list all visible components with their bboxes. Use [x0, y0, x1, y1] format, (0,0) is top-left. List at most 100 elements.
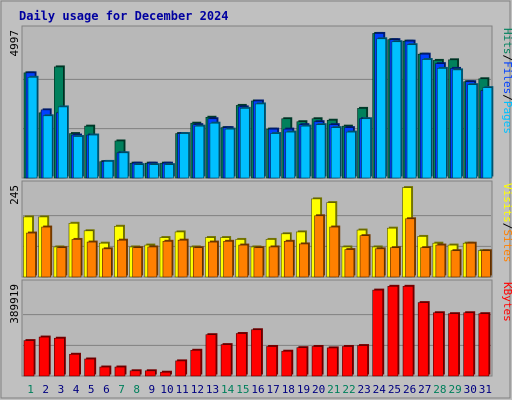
x-tick-label-day-15: 15: [236, 383, 249, 396]
bar-kbytes-day-12: [190, 349, 202, 377]
bar-sites-day-10: [162, 241, 173, 278]
bar-pages-day-28: [437, 68, 447, 179]
y-max-label: 4997: [8, 30, 21, 57]
x-tick-label-day-28: 28: [433, 383, 446, 396]
x-tick-label-day-22: 22: [342, 383, 355, 396]
x-tick-label-day-19: 19: [297, 383, 310, 396]
bars: [23, 186, 492, 278]
x-tick-label-day-21: 21: [327, 383, 340, 396]
legend-entry: Files: [501, 61, 512, 94]
bar-sites-day-20: [314, 215, 324, 278]
x-tick-label-day-8: 8: [133, 383, 140, 396]
bar-pages-day-30: [467, 84, 477, 179]
legend-entry: KBytes: [501, 282, 512, 322]
legend: KBytes: [501, 282, 512, 322]
bar-sites-day-26: [405, 218, 415, 278]
bar-kbytes-day-8: [129, 370, 141, 377]
bar-kbytes-day-26: [402, 286, 414, 377]
bar-pages-day-7: [118, 152, 129, 179]
bar-sites-day-17: [268, 246, 279, 278]
legend-entry: /: [501, 223, 512, 230]
panel-kbytes: 389919 KBytes: [8, 279, 512, 377]
bar-pages-day-27: [421, 59, 432, 179]
bars: [23, 31, 494, 179]
x-tick-label-day-5: 5: [88, 383, 95, 396]
x-tick-label-day-13: 13: [206, 383, 219, 396]
bar-pages-day-22: [346, 131, 356, 179]
bar-kbytes-day-28: [433, 312, 444, 377]
bars: [23, 284, 491, 377]
bar-pages-day-12: [194, 125, 205, 179]
x-tick-label-day-3: 3: [58, 383, 65, 396]
x-tick-label-day-7: 7: [118, 383, 125, 396]
chart-panels: 4997Hits/Files/Pages245Visits/Sites38991…: [8, 25, 512, 377]
bar-sites-day-6: [102, 248, 112, 278]
x-tick-label-day-12: 12: [191, 383, 204, 396]
legend-entry: Visits: [501, 183, 512, 223]
x-tick-label-day-14: 14: [221, 383, 235, 396]
bar-sites-day-29: [450, 250, 461, 278]
legend: Visits/Sites: [501, 183, 512, 263]
bar-pages-day-17: [270, 133, 280, 179]
bar-kbytes-day-31: [478, 313, 490, 377]
bar-pages-day-9: [148, 164, 159, 179]
bar-sites-day-18: [283, 241, 294, 278]
bar-kbytes-day-1: [23, 340, 35, 377]
bar-sites-day-28: [435, 244, 446, 278]
bar-kbytes-day-9: [144, 370, 156, 377]
x-tick-label-day-30: 30: [464, 383, 477, 396]
y-max-label: 245: [8, 185, 21, 205]
legend-entry: Hits: [501, 28, 512, 55]
bar-kbytes-day-18: [281, 350, 293, 377]
y-max-label: 389919: [8, 284, 21, 324]
legend-entry: /: [501, 94, 512, 101]
bar-kbytes-day-11: [175, 360, 186, 377]
bar-sites-day-2: [41, 226, 51, 278]
bar-kbytes-day-17: [266, 346, 277, 377]
panel-visits-sites: 245 Visits/Sites: [8, 180, 512, 278]
x-tick-label-day-24: 24: [373, 383, 387, 396]
x-axis-day-labels: 1 2 3 4 5 6 7 8 9 10 11 12 13 14 15 16 17 18 19 20 21 22 23 24 2…: [27, 383, 492, 396]
bar-kbytes-day-24: [372, 289, 384, 377]
bar-kbytes-day-14: [220, 344, 232, 377]
bar-kbytes-day-30: [463, 312, 474, 377]
bar-sites-day-3: [56, 247, 67, 278]
x-tick-label-day-25: 25: [388, 383, 401, 396]
bar-sites-day-1: [26, 232, 36, 278]
bar-kbytes-day-19: [296, 347, 308, 377]
bar-pages-day-23: [361, 118, 371, 179]
x-tick-label-day-11: 11: [176, 383, 189, 396]
bar-pages-day-8: [133, 164, 144, 179]
bar-pages-day-6: [103, 161, 114, 179]
bar-pages-day-3: [58, 106, 68, 179]
bar-pages-day-18: [285, 131, 296, 179]
bar-pages-day-20: [315, 124, 326, 179]
x-tick-label-day-26: 26: [403, 383, 416, 396]
x-tick-label-day-29: 29: [448, 383, 461, 396]
x-tick-label-day-9: 9: [149, 383, 156, 396]
bar-pages-day-2: [42, 115, 53, 179]
legend-entry: Sites: [501, 229, 512, 262]
bar-sites-day-12: [192, 247, 203, 278]
bar-pages-day-15: [239, 108, 250, 179]
bar-kbytes-day-23: [357, 345, 368, 377]
bar-pages-day-13: [209, 122, 220, 179]
bar-sites-day-24: [374, 248, 385, 278]
bar-pages-day-31: [482, 87, 493, 179]
bar-pages-day-5: [88, 134, 98, 179]
bar-sites-day-9: [147, 246, 158, 278]
bar-pages-day-25: [391, 41, 402, 179]
bar-sites-day-31: [481, 250, 491, 278]
bar-kbytes-day-5: [84, 358, 95, 377]
bar-kbytes-day-10: [160, 371, 171, 377]
bar-sites-day-7: [117, 239, 127, 278]
bar-kbytes-day-20: [311, 346, 323, 377]
bar-sites-day-4: [71, 239, 82, 278]
bar-sites-day-11: [177, 239, 188, 278]
bar-sites-day-27: [420, 247, 430, 278]
bar-kbytes-day-3: [54, 337, 65, 377]
x-tick-label-day-16: 16: [251, 383, 264, 396]
bar-pages-day-1: [27, 76, 38, 179]
bar-kbytes-day-21: [326, 347, 338, 377]
